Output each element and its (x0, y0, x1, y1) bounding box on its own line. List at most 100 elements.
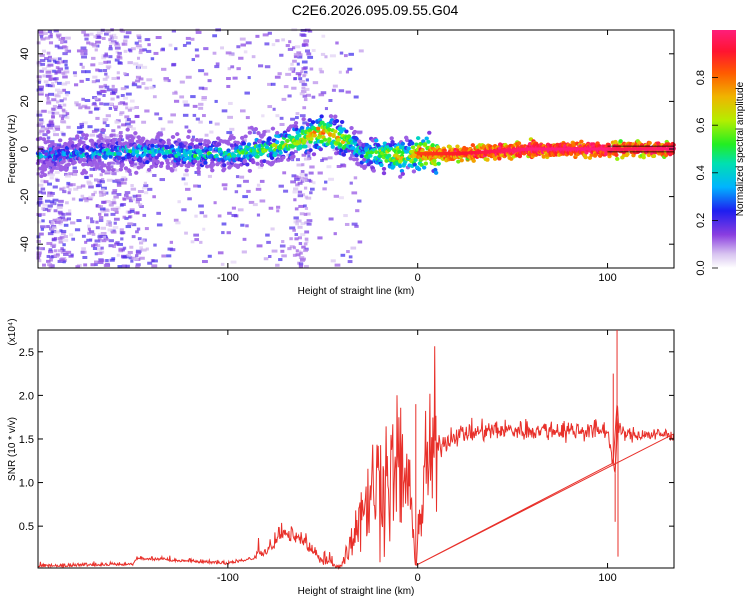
spectrogram-ridge-point (89, 138, 95, 143)
spectrogram-speckle (267, 82, 272, 86)
spectrogram-ridge-point (39, 174, 44, 179)
spectrogram-speckle (304, 173, 308, 177)
spectrogram-speckle (96, 247, 103, 251)
spectrogram-ridge-point (340, 140, 346, 145)
spectrogram-ridge-point (386, 153, 392, 158)
spectrogram-speckle (79, 125, 85, 129)
spectrogram-ridge-point (83, 170, 89, 175)
spectrogram-ridge-point (423, 161, 429, 166)
spectrogram-speckle (98, 212, 102, 216)
spectrogram-speckle (285, 44, 290, 48)
spectrogram-speckle (303, 70, 308, 74)
spectrogram-speckle (54, 88, 61, 92)
spectrogram-speckle (63, 223, 69, 227)
spectrogram-speckle (130, 184, 134, 188)
spectrogram-speckle (94, 260, 99, 264)
spectrogram-speckle (46, 96, 50, 100)
spectrogram-ridge-point (179, 163, 184, 168)
spectrogram-speckle (126, 125, 133, 129)
spectrogram-speckle (90, 217, 94, 221)
spectrogram-ridge-point (81, 162, 86, 167)
spectrogram-speckle (129, 245, 134, 249)
spectrogram-speckle (104, 171, 111, 175)
spectrogram-speckle (115, 241, 120, 245)
spectrogram-speckle (45, 83, 50, 87)
spectrogram-speckle (184, 125, 189, 129)
spectrogram-speckle (198, 204, 204, 208)
spectrogram-speckle (39, 69, 44, 73)
spectrogram-speckle (83, 156, 87, 160)
spectrogram-speckle (184, 231, 188, 235)
spectrogram-speckle (41, 109, 47, 113)
spectrogram-speckle (320, 52, 326, 56)
spectrogram-speckle (193, 184, 199, 188)
spectrogram-speckle (202, 227, 206, 231)
spectrogram-speckle (63, 252, 69, 256)
spectrogram-speckle (58, 114, 64, 118)
spectrogram-speckle (66, 49, 72, 53)
spectrogram-speckle (39, 32, 45, 36)
spectrogram-speckle (87, 182, 93, 186)
spectrogram-speckle (46, 136, 51, 140)
spectrogram-ridge-point (415, 136, 421, 141)
spectrogram-speckle (114, 210, 119, 214)
spectrogram-speckle (126, 253, 132, 257)
spectrogram-speckle (121, 42, 128, 46)
spectrogram-speckle (203, 214, 208, 218)
spectrogram-speckle (153, 51, 159, 55)
spectrogram-ridge-point (38, 136, 43, 141)
spectrogram-ridge-point (603, 151, 609, 156)
spectrogram-ridge-point (647, 140, 652, 145)
spectrogram-speckle (99, 259, 105, 263)
spectrogram-speckle (174, 47, 178, 51)
snr-scale-label: (x10⁴) (7, 318, 18, 345)
spectrogram-speckle (81, 70, 87, 74)
spectrogram-speckle (304, 140, 310, 144)
spectrogram-speckle (183, 173, 189, 177)
spectrogram-speckle (207, 174, 212, 178)
spectrogram-speckle (103, 83, 108, 87)
spectrogram-speckle (39, 118, 44, 122)
spectrogram-speckle (92, 101, 97, 105)
spectrogram-speckle (203, 72, 209, 76)
spectrogram-speckle (116, 95, 120, 99)
spectrogram-speckle (214, 65, 220, 69)
spectrogram-speckle (141, 81, 146, 85)
spectrogram-speckle (84, 240, 88, 244)
spectrogram-speckle (297, 261, 301, 265)
spectrogram-speckle (57, 249, 64, 253)
spectrogram-speckle (301, 163, 305, 167)
spectrogram-speckle (295, 112, 300, 116)
spectrogram-speckle (51, 226, 57, 230)
spectrogram-speckle (86, 197, 93, 201)
spectrogram-speckle (137, 63, 144, 67)
spectrogram-ridge-point (253, 127, 259, 132)
spectrogram-speckle (129, 208, 135, 212)
spectrogram-speckle (88, 195, 94, 199)
spectrogram-speckle (80, 194, 85, 198)
spectrogram-speckle (96, 184, 102, 188)
spectrogram-ridge-point (471, 158, 476, 163)
spectrogram-speckle (108, 244, 114, 248)
spectrogram-speckle (301, 86, 306, 90)
spectrogram-speckle (111, 191, 117, 195)
spectrogram-speckle (101, 239, 107, 243)
spectrogram-speckle (156, 223, 163, 227)
spectrogram-speckle (306, 219, 313, 223)
spectrogram-speckle (255, 34, 260, 38)
spectrogram-speckle (135, 200, 141, 204)
spectrogram-speckle (163, 78, 169, 82)
spectrogram-speckle (245, 41, 252, 45)
spectrogram-speckle (300, 222, 305, 226)
spectrogram-speckle (135, 249, 142, 253)
spectrogram-speckle (110, 97, 115, 101)
spectrogram-ridge-point (69, 140, 75, 145)
spectrogram-speckle (125, 225, 132, 229)
spectrogram-speckle (242, 237, 247, 241)
spectrogram-speckle (245, 116, 250, 120)
colorbar: 0.0 0.2 0.4 0.6 0.8 Normalized spectral ampl… (695, 30, 746, 276)
spectrogram-speckle (321, 157, 328, 161)
spectrogram-speckle (199, 211, 204, 215)
spectrogram-speckle (192, 113, 197, 117)
spectrogram-speckle (37, 79, 41, 83)
